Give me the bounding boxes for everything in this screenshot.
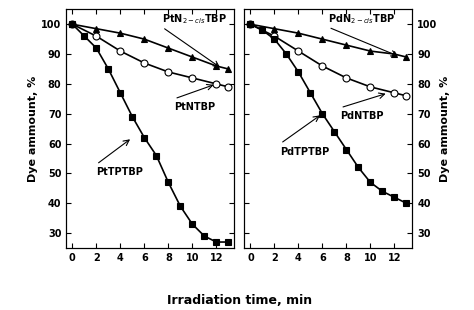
Text: PtNTBP: PtNTBP [174, 102, 216, 112]
Text: PtN$_{2-cis}$TBP: PtN$_{2-cis}$TBP [162, 12, 228, 26]
Y-axis label: Dye ammount, %: Dye ammount, % [440, 76, 450, 182]
Text: PdNTBP: PdNTBP [340, 111, 384, 121]
Y-axis label: Dye ammount, %: Dye ammount, % [28, 76, 38, 182]
Text: PtTPTBP: PtTPTBP [96, 167, 143, 177]
Text: PdN$_{2-cis}$TBP: PdN$_{2-cis}$TBP [328, 12, 396, 26]
Text: PdTPTBP: PdTPTBP [281, 147, 329, 157]
Text: Irradiation time, min: Irradiation time, min [167, 294, 312, 307]
